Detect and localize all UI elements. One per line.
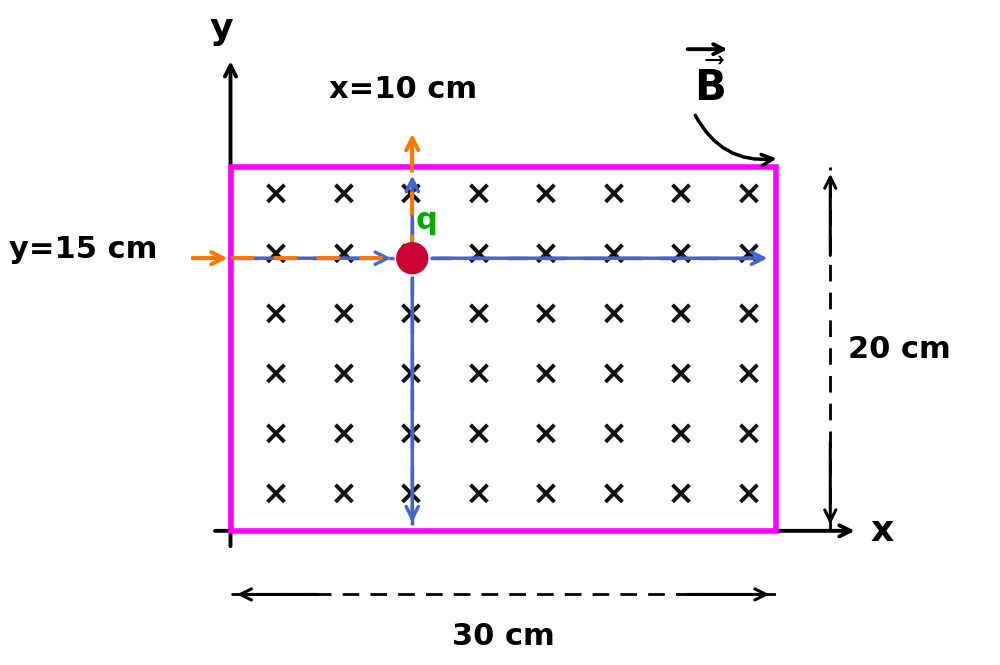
Text: ×: ×: [734, 298, 762, 331]
Bar: [231, 168, 776, 531]
Text: ×: ×: [734, 478, 762, 511]
Text: ×: ×: [734, 358, 762, 391]
Text: $\vec{\mathbf{B}}$: $\vec{\mathbf{B}}$: [694, 61, 725, 110]
Text: ×: ×: [464, 478, 492, 511]
Text: ×: ×: [532, 298, 560, 331]
Text: ×: ×: [262, 478, 290, 511]
Text: ×: ×: [397, 478, 425, 511]
Text: ×: ×: [599, 298, 627, 331]
Text: ×: ×: [532, 178, 560, 211]
Text: ×: ×: [667, 178, 695, 211]
Text: ×: ×: [667, 238, 695, 271]
Text: ×: ×: [464, 418, 492, 451]
Text: ×: ×: [464, 178, 492, 211]
Text: ×: ×: [734, 238, 762, 271]
Text: ×: ×: [532, 238, 560, 271]
Text: ×: ×: [262, 238, 290, 271]
Text: ×: ×: [397, 358, 425, 391]
Text: ×: ×: [734, 178, 762, 211]
Text: y: y: [210, 11, 233, 46]
Text: ×: ×: [599, 418, 627, 451]
Text: ×: ×: [667, 418, 695, 451]
Text: ×: ×: [599, 358, 627, 391]
Text: ×: ×: [464, 298, 492, 331]
Text: ×: ×: [329, 418, 357, 451]
Text: ×: ×: [532, 418, 560, 451]
Text: ×: ×: [667, 298, 695, 331]
Text: ×: ×: [599, 238, 627, 271]
Text: ×: ×: [397, 298, 425, 331]
Text: ×: ×: [262, 418, 290, 451]
Text: ×: ×: [397, 178, 425, 211]
Text: 30 cm: 30 cm: [452, 622, 555, 651]
Text: 20 cm: 20 cm: [848, 334, 951, 364]
Text: x=10 cm: x=10 cm: [329, 74, 477, 104]
Text: ×: ×: [329, 298, 357, 331]
Text: ×: ×: [464, 238, 492, 271]
Circle shape: [397, 243, 428, 274]
Text: ×: ×: [532, 358, 560, 391]
Text: ×: ×: [734, 418, 762, 451]
Text: ×: ×: [262, 298, 290, 331]
Text: ×: ×: [532, 478, 560, 511]
Text: y=15 cm: y=15 cm: [9, 235, 158, 263]
Text: ×: ×: [397, 418, 425, 451]
Text: ×: ×: [262, 358, 290, 391]
Text: ×: ×: [667, 358, 695, 391]
Text: ×: ×: [599, 178, 627, 211]
Text: ×: ×: [262, 178, 290, 211]
Text: ×: ×: [599, 478, 627, 511]
Text: ×: ×: [397, 238, 425, 271]
Text: ×: ×: [464, 358, 492, 391]
Text: ×: ×: [329, 478, 357, 511]
Text: q: q: [416, 205, 438, 235]
Text: ×: ×: [667, 478, 695, 511]
Text: ×: ×: [329, 358, 357, 391]
Text: ×: ×: [329, 178, 357, 211]
Text: ×: ×: [329, 238, 357, 271]
Text: x: x: [870, 514, 894, 548]
